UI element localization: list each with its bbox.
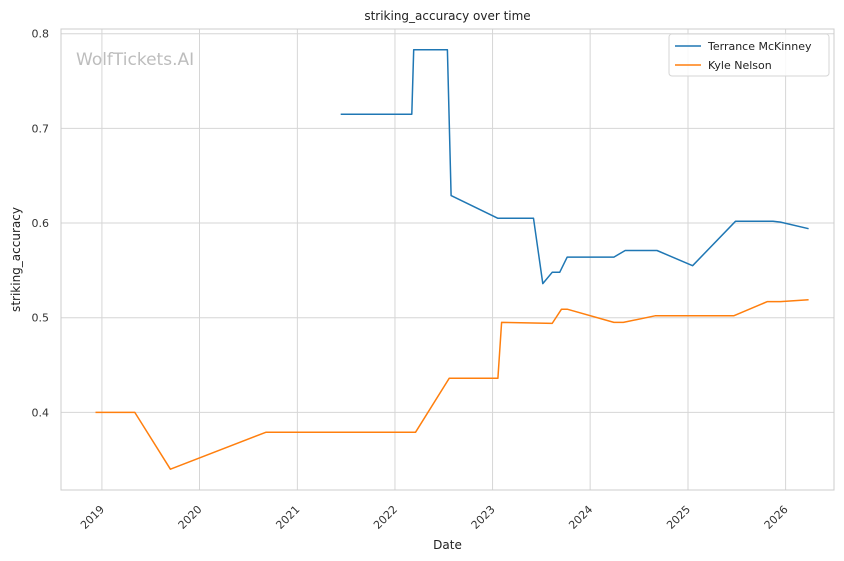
- y-tick-label: 0.4: [32, 406, 50, 419]
- y-tick-label: 0.7: [32, 122, 50, 135]
- x-tick-label: 2022: [371, 503, 400, 532]
- plot-frame: [60, 28, 835, 491]
- y-axis-ticks: 0.4 0.5 0.6 0.7 0.8: [32, 28, 50, 420]
- x-tick-label: 2019: [78, 503, 107, 532]
- series-line: [340, 49, 809, 285]
- series-line: [95, 298, 809, 470]
- x-axis-title: Date: [433, 538, 462, 552]
- plot-area: WolfTickets.AI: [60, 28, 835, 491]
- x-tick-label: 2025: [664, 503, 693, 532]
- x-tick-label: 2021: [273, 503, 302, 532]
- y-tick-label: 0.5: [32, 312, 50, 325]
- watermark: WolfTickets.AI: [76, 50, 194, 70]
- legend: Terrance McKinney Kyle Nelson: [668, 33, 830, 77]
- x-axis-ticks: 2019 2020 2021 2022 2023 2024 2025 2026: [78, 503, 791, 532]
- legend-label: Terrance McKinney: [707, 40, 812, 53]
- x-tick-label: 2023: [469, 503, 498, 532]
- y-tick-label: 0.6: [32, 217, 50, 230]
- y-tick-label: 0.8: [32, 28, 50, 41]
- series: [95, 49, 809, 470]
- plot-background: [61, 29, 834, 490]
- legend-box: [668, 33, 830, 77]
- x-tick-label: 2020: [176, 503, 205, 532]
- y-axis-title: striking_accuracy: [9, 207, 23, 312]
- legend-label: Kyle Nelson: [708, 59, 772, 72]
- x-tick-label: 2026: [762, 503, 791, 532]
- x-tick-label: 2024: [566, 503, 595, 532]
- chart-title: striking_accuracy over time: [364, 9, 530, 23]
